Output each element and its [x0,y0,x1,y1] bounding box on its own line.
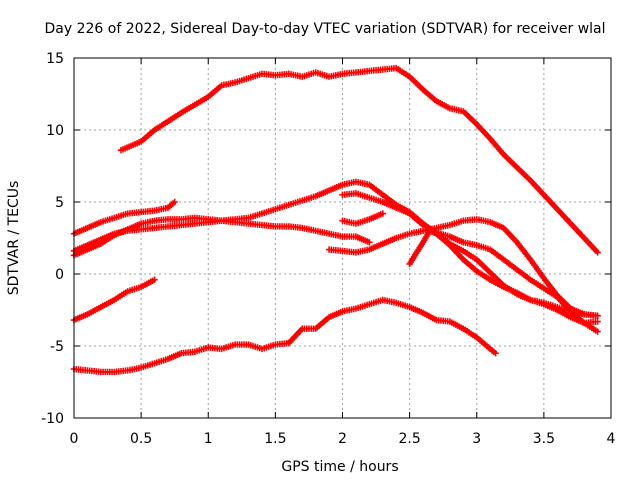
chart-title: Day 226 of 2022, Sidereal Day-to-day VTE… [44,21,605,37]
data-point [594,312,601,319]
x-tick-label: 3.5 [533,431,555,447]
grid [74,58,611,418]
x-tick-label: 4 [607,431,616,447]
series-sat-b [70,198,178,237]
x-tick-label: 0.5 [130,431,152,447]
series-sat-h [406,227,601,327]
x-tick-label: 1 [204,431,213,447]
data-point [379,210,386,217]
y-tick-label: 5 [55,195,64,211]
data-point [492,350,499,357]
y-tick-label: -10 [41,411,64,427]
x-tick-label: 3 [472,431,481,447]
y-axis-ticks: -10 -5 0 5 10 15 [41,51,611,427]
data-point [594,328,601,335]
data-point [366,239,373,246]
series-sat-f [339,210,386,227]
data-point [594,318,601,325]
series-sat-a [117,64,601,256]
data-marks [70,64,601,376]
y-axis-label: SDTVAR / TECUs [6,181,22,296]
x-tick-label: 2.5 [398,431,420,447]
series-sat-d [70,217,373,255]
data-point [151,276,158,283]
x-tick-label: 1.5 [264,431,286,447]
y-tick-label: -5 [50,339,64,355]
x-tick-label: 0 [70,431,79,447]
data-point [171,198,178,206]
series-sat-j [70,296,499,376]
x-axis-label: GPS time / hours [281,459,398,475]
x-tick-label: 2 [338,431,347,447]
series-sat-i [70,276,158,324]
data-point [594,249,601,256]
x-axis-ticks: 0 0.5 1 1.5 2 2.5 3 3.5 4 [70,58,616,447]
y-tick-label: 15 [46,51,64,67]
y-tick-label: 0 [55,267,64,283]
y-tick-label: 10 [46,123,64,139]
